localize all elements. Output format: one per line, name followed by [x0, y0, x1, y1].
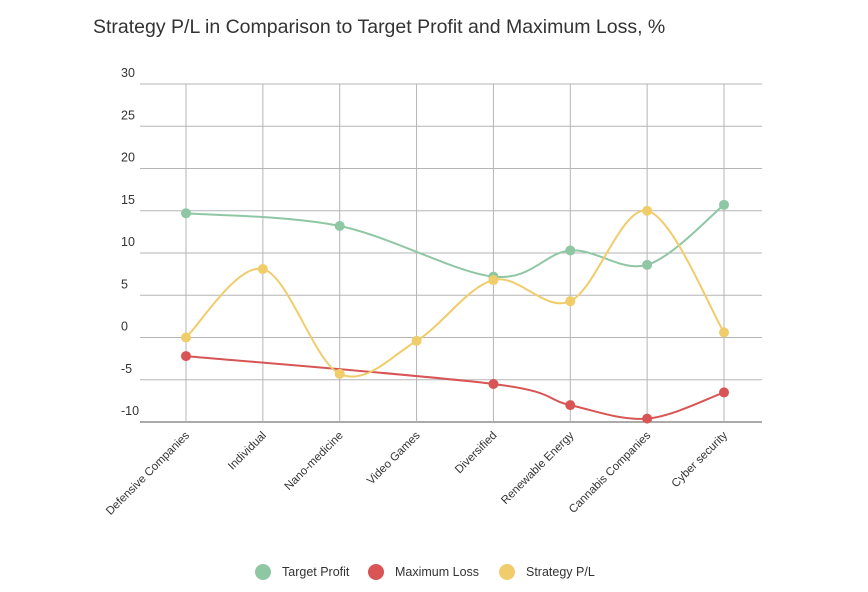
y-tick-label: 15	[121, 193, 135, 207]
data-point	[642, 205, 653, 216]
axis-labels: 30 25 20 15 10 5 0 -5 -10 Defensive Companies Indi…	[104, 66, 730, 518]
data-point	[642, 259, 653, 270]
grid	[140, 83, 762, 423]
legend-marker	[255, 564, 271, 580]
data-point	[334, 368, 345, 379]
data-point	[565, 245, 576, 256]
series	[181, 199, 729, 424]
data-point	[565, 296, 576, 307]
data-point	[565, 400, 576, 411]
y-tick-label: 30	[121, 66, 135, 80]
data-point	[181, 332, 191, 343]
data-point	[411, 335, 422, 346]
x-tick-label: Cyber security	[670, 429, 731, 490]
legend-marker	[499, 564, 515, 580]
data-point	[181, 351, 191, 362]
series-line	[185, 209, 725, 378]
data-point	[719, 327, 729, 338]
series-line	[185, 204, 725, 278]
data-point	[642, 413, 653, 424]
series-line	[185, 355, 725, 420]
chart-title: Strategy P/L in Comparison to Target Pro…	[93, 16, 666, 38]
data-point	[719, 199, 729, 210]
data-point	[488, 275, 499, 286]
y-tick-label: 10	[121, 235, 135, 249]
data-point	[334, 220, 345, 231]
x-tick-label: Defensive Companies	[104, 429, 192, 517]
legend-label: Maximum Loss	[395, 565, 479, 579]
legend-label: Strategy P/L	[526, 565, 595, 579]
legend-marker	[368, 564, 384, 580]
x-tick-label: Nano-medicine	[283, 430, 346, 493]
legend: Target Profit Maximum Loss Strategy P/L	[255, 564, 595, 580]
y-tick-label: 5	[121, 277, 128, 291]
data-point	[719, 387, 729, 398]
y-tick-label: 20	[121, 151, 135, 165]
y-tick-label: -5	[121, 362, 132, 376]
x-tick-label: Video Games	[365, 429, 423, 487]
data-point	[488, 378, 499, 389]
legend-label: Target Profit	[282, 565, 350, 579]
x-tick-label: Diversified	[453, 430, 499, 476]
y-tick-label: -10	[121, 404, 139, 418]
x-tick-label: Renewable Energy	[499, 429, 576, 506]
x-tick-label: Individual	[226, 430, 269, 473]
x-tick-label: Cannabis Companies	[567, 429, 653, 515]
y-tick-label: 25	[121, 108, 135, 122]
data-point	[181, 208, 191, 219]
y-tick-label: 0	[121, 320, 128, 334]
data-point	[257, 264, 268, 275]
